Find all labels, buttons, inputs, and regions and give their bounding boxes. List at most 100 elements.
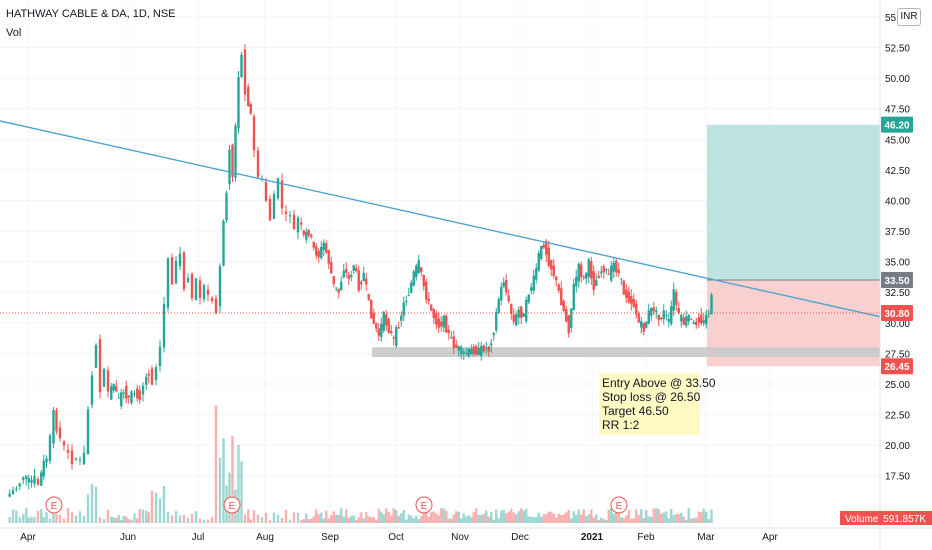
candle-body — [318, 251, 320, 257]
candle-body — [643, 323, 645, 332]
volume-indicator-label[interactable]: Vol — [6, 27, 21, 39]
candle-body — [340, 282, 342, 290]
volume-bar — [490, 512, 492, 523]
volume-bar — [453, 514, 455, 523]
volume-bar — [22, 514, 24, 523]
candle-body — [590, 261, 592, 278]
candle-body — [328, 251, 330, 264]
volume-bar — [310, 519, 312, 523]
volume-bar — [625, 516, 627, 523]
candle-body — [79, 459, 81, 460]
candle-body — [228, 150, 230, 185]
candle-body — [187, 278, 189, 283]
candle-body — [583, 277, 585, 278]
trade-note[interactable]: Entry Above @ 33.50 Stop loss @ 26.50 Ta… — [599, 373, 700, 435]
volume-bar — [400, 513, 402, 523]
candle-body — [448, 330, 450, 333]
volume-bar — [49, 519, 51, 523]
volume-label-text: Volume — [845, 514, 879, 525]
candle-body — [658, 315, 660, 320]
candle-body — [360, 282, 362, 285]
candle-body — [293, 215, 295, 230]
price-label-stop: 26.45 — [884, 362, 909, 373]
x-tick-label: 2021 — [581, 532, 604, 543]
candle-body — [413, 271, 415, 285]
candle-body — [585, 273, 587, 279]
candle-body — [443, 316, 445, 328]
candle-body — [400, 316, 402, 321]
candle-body — [75, 458, 77, 459]
candle-body — [99, 339, 101, 392]
volume-bar — [343, 516, 345, 523]
candle-body — [103, 369, 105, 387]
candle-body — [653, 308, 655, 312]
volume-bar — [580, 514, 582, 523]
volume-bar — [670, 509, 672, 523]
volume-bar — [525, 509, 527, 523]
volume-bar — [688, 508, 690, 523]
volume-bar — [383, 514, 385, 523]
y-tick-label: 45.00 — [885, 135, 910, 146]
volume-bar — [335, 515, 337, 523]
candle-body — [455, 344, 457, 347]
candle-body — [528, 295, 530, 302]
volume-bar — [123, 516, 125, 523]
earnings-marker-label: E — [229, 501, 236, 512]
volume-bar — [428, 517, 430, 523]
volume-bar — [568, 510, 570, 523]
volume-bar — [388, 512, 390, 523]
candle-body — [518, 310, 520, 318]
y-tick-label: 35.00 — [885, 258, 910, 269]
volume-bar — [448, 519, 450, 523]
candle-body — [703, 320, 705, 323]
candle-body — [493, 333, 495, 335]
volume-bar — [420, 516, 422, 523]
candle-body — [673, 289, 675, 310]
candle-body — [678, 308, 680, 313]
candle-body — [600, 272, 602, 274]
symbol-title[interactable]: HATHWAY CABLE & DA, 1D, NSE — [6, 8, 176, 20]
currency-badge[interactable]: INR — [897, 8, 921, 26]
volume-bar — [350, 516, 352, 523]
volume-bar — [553, 514, 555, 523]
volume-bar — [43, 517, 45, 523]
candle-body — [560, 288, 562, 305]
volume-bar — [95, 487, 97, 523]
volume-bar — [470, 517, 472, 523]
candle-body — [325, 243, 327, 252]
candle-body — [128, 396, 130, 398]
candle-body — [313, 242, 315, 248]
price-label-entry: 33.50 — [884, 276, 909, 287]
volume-bar — [588, 514, 590, 523]
candle-body — [215, 299, 217, 313]
candle-body — [460, 347, 462, 355]
candle-body — [548, 248, 550, 267]
volume-bar — [675, 514, 677, 523]
note-line-target: Target 46.50 — [602, 404, 700, 418]
volume-bar — [508, 512, 510, 523]
x-tick-label: Jun — [120, 532, 136, 543]
volume-bar — [433, 511, 435, 523]
volume-bar — [325, 511, 327, 523]
candle-body — [705, 315, 707, 324]
volume-bar — [393, 509, 395, 523]
volume-bar — [623, 518, 625, 523]
x-tick-label: Feb — [637, 532, 655, 543]
volume-bar — [398, 516, 400, 523]
candle-body — [495, 312, 497, 330]
volume-bar — [136, 519, 138, 523]
candle-body — [438, 319, 440, 328]
candle-body — [12, 490, 14, 494]
volume-bar — [207, 520, 209, 523]
volume-bar — [495, 510, 497, 523]
volume-bar — [458, 512, 460, 523]
candle-body — [645, 322, 647, 328]
volume-bar — [142, 509, 144, 523]
volume-bar — [370, 517, 372, 523]
candle-body — [655, 310, 657, 312]
volume-bar — [558, 514, 560, 523]
candle-body — [423, 275, 425, 286]
candle-body — [363, 273, 365, 281]
candle-body — [118, 397, 120, 398]
candle-body — [463, 352, 465, 354]
